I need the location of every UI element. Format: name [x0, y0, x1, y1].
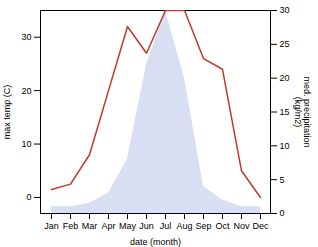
- svg-text:Feb: Feb: [63, 221, 79, 231]
- svg-text:Apr: Apr: [101, 221, 115, 231]
- svg-text:Sep: Sep: [195, 221, 211, 231]
- svg-text:0: 0: [26, 192, 31, 202]
- svg-text:5: 5: [280, 175, 285, 185]
- svg-text:20: 20: [21, 86, 31, 96]
- svg-text:Oct: Oct: [215, 221, 230, 231]
- svg-text:15: 15: [280, 107, 290, 117]
- svg-text:Jun: Jun: [139, 221, 154, 231]
- svg-text:Nov: Nov: [233, 221, 250, 231]
- svg-text:med. precipitation(kg/m2): med. precipitation(kg/m2): [293, 76, 312, 147]
- svg-text:max temp (C): max temp (C): [2, 85, 12, 140]
- svg-text:Mar: Mar: [82, 221, 98, 231]
- svg-text:date (month): date (month): [130, 237, 181, 247]
- svg-text:10: 10: [280, 141, 290, 151]
- svg-text:Jul: Jul: [160, 221, 172, 231]
- svg-text:Jan: Jan: [44, 221, 59, 231]
- svg-text:Dec: Dec: [252, 221, 269, 231]
- svg-text:May: May: [119, 221, 137, 231]
- svg-text:0: 0: [280, 208, 285, 218]
- svg-text:30: 30: [280, 5, 290, 15]
- svg-text:30: 30: [21, 32, 31, 42]
- svg-text:Aug: Aug: [176, 221, 192, 231]
- svg-text:20: 20: [280, 73, 290, 83]
- svg-text:25: 25: [280, 39, 290, 49]
- svg-text:10: 10: [21, 139, 31, 149]
